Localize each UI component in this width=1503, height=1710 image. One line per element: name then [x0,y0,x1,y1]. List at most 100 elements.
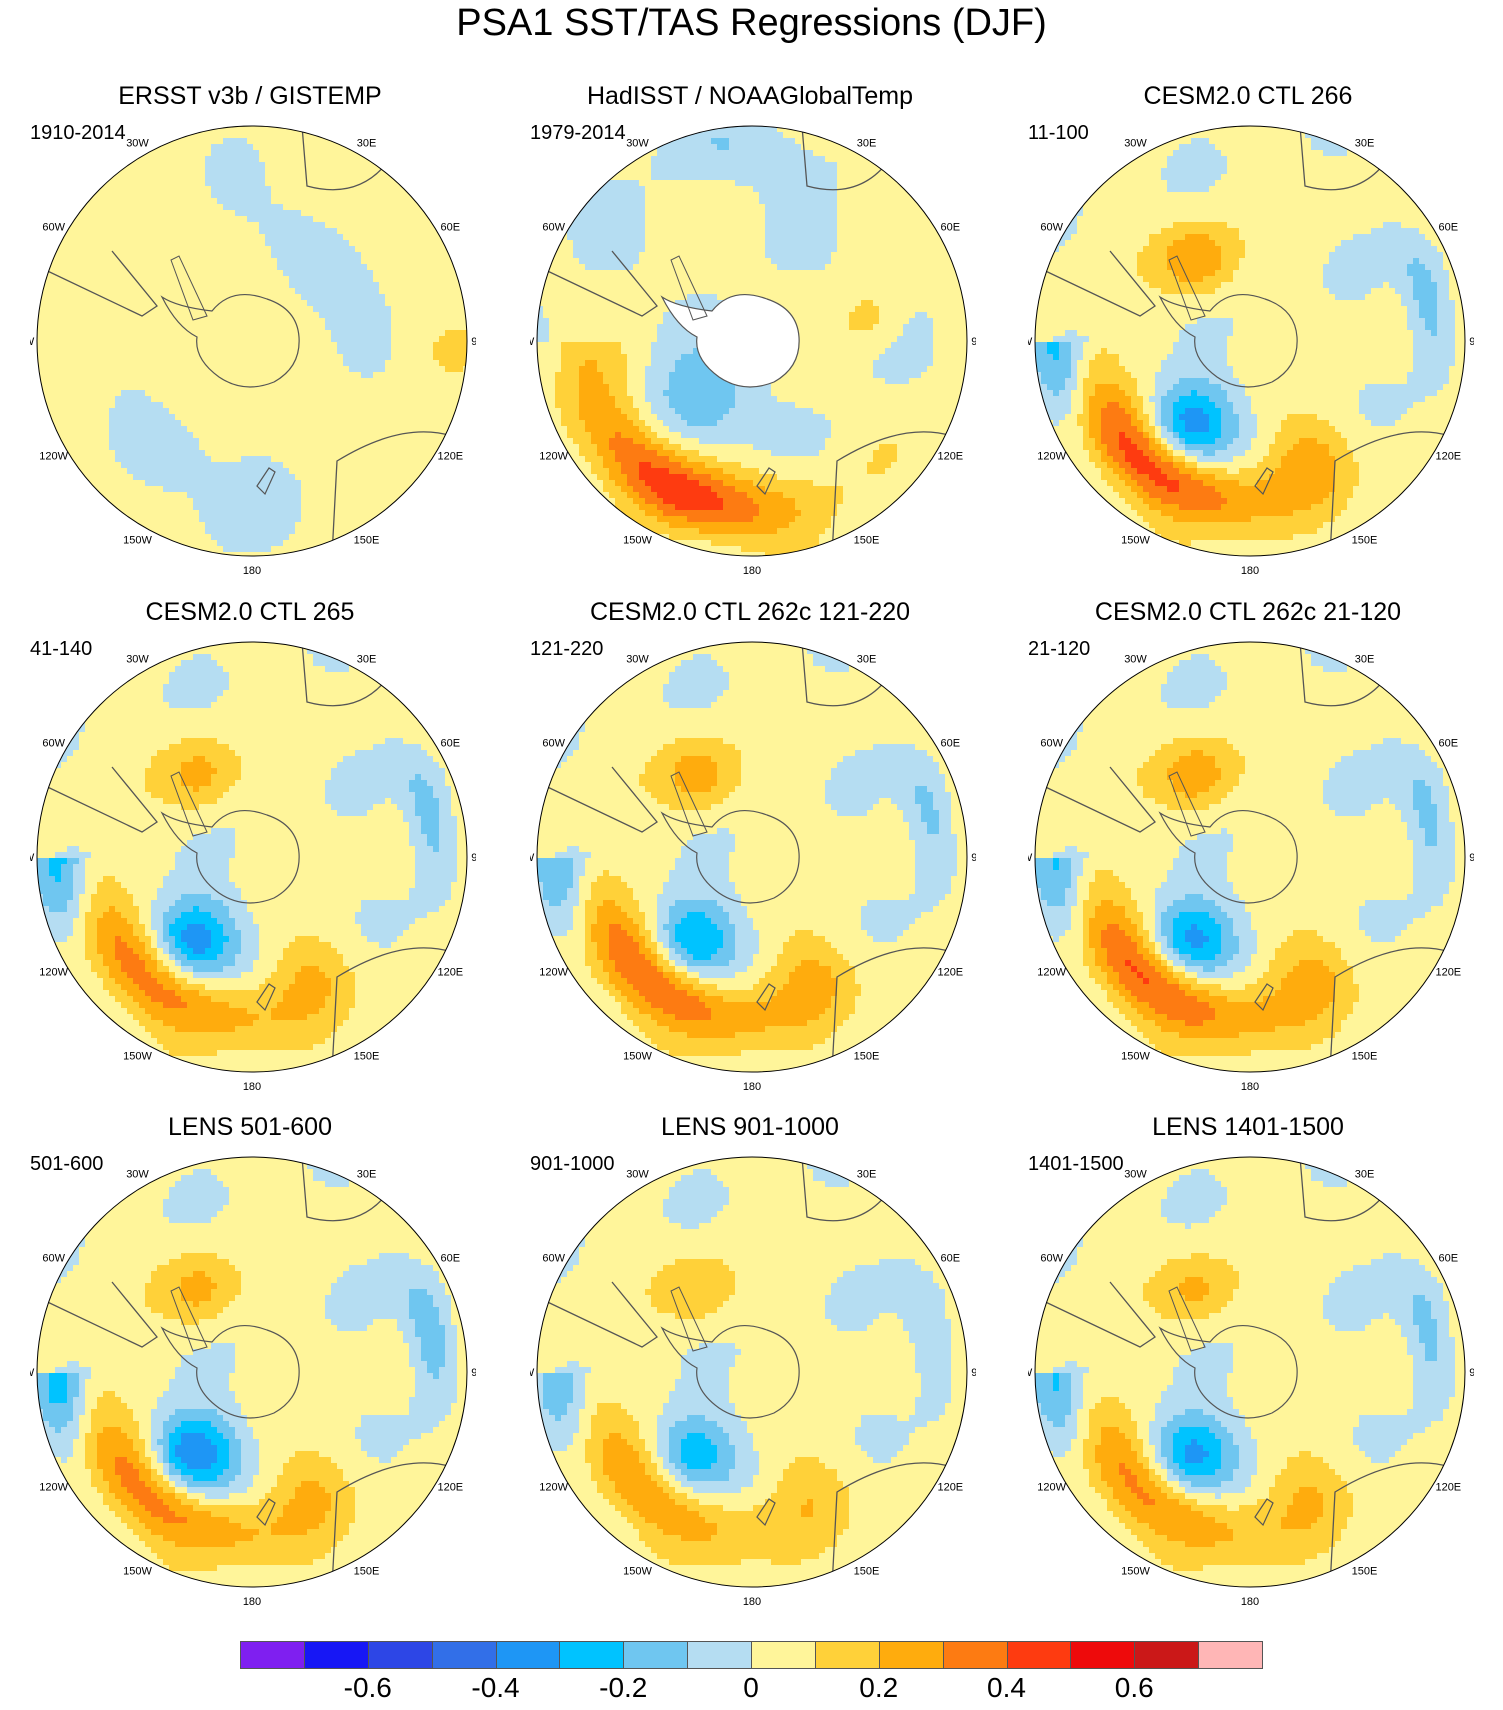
longitude-label: 0 [1247,118,1253,119]
south-america-coastline [1035,1281,1156,1348]
longitude-label: 150E [1352,1565,1378,1577]
longitude-label: 150W [123,1050,152,1062]
australia-coastline [831,431,953,556]
field-shading [37,126,467,556]
longitude-label: 150E [1352,534,1378,546]
longitude-label: 60W [1040,1253,1063,1265]
longitude-label: 120W [1037,967,1066,979]
map-panel: CESM2.0 CTL 262c 21-120 0 30E 60E 90E 120E 150… [1028,598,1474,1103]
longitude-label: 30W [126,138,149,150]
longitude-label: 60W [42,738,65,750]
panel-period: 901-1000 [530,1153,615,1176]
longitude-label: 90E [471,336,476,348]
map-panel: LENS 501-600 0 30E 60E 90E 120E 150E 180 150W 120… [30,1113,476,1618]
field-shading [37,642,467,1072]
map-border [36,1156,468,1588]
map-border [536,125,968,557]
longitude-label: 120W [539,451,568,463]
longitude-label: 90E [971,336,976,348]
longitude-label: 30W [1124,138,1147,150]
longitude-label: 180 [1241,1596,1259,1608]
longitude-label: 30W [626,1169,649,1181]
new-zealand-coastline [756,983,776,1012]
field-shading [37,1157,467,1587]
longitude-label: 30E [857,138,877,150]
peninsula-coastline [670,1286,708,1352]
longitude-label: 120E [437,967,463,979]
longitude-label: 120E [937,967,963,979]
longitude-label: 30E [357,138,377,150]
colorbar-box [367,1641,433,1669]
longitude-label: 60E [441,1253,461,1265]
longitude-label: 60E [941,222,961,234]
longitude-label: 180 [243,1081,261,1093]
map-border [536,1156,968,1588]
polar-map: 0 30E 60E 90E 120E 150E 180 150W 120W 90W 60W 30W [1028,118,1474,577]
longitude-label: 90W [530,336,535,348]
australia-coastline [331,947,453,1072]
antarctica-coastline [660,809,800,904]
peninsula-coastline [1168,1286,1206,1352]
colorbar-box [687,1641,752,1669]
south-america-coastline [537,1281,658,1348]
panel-period: 11-100 [1028,122,1089,145]
longitude-label: 90E [1469,336,1474,348]
longitude-label: 0 [249,1149,255,1150]
australia-coastline [1329,947,1451,1072]
longitude-label: 120E [437,1482,463,1494]
longitude-label: 30E [857,654,877,666]
new-zealand-coastline [256,1498,276,1527]
longitude-label: 60E [441,738,461,750]
longitude-label: 30W [1124,1169,1147,1181]
peninsula-coastline [670,771,708,837]
field-shading [537,642,967,1072]
panel-title: LENS 1401-1500 [1028,1113,1468,1142]
peninsula-coastline [170,1286,208,1352]
longitude-label: 150E [1352,1050,1378,1062]
longitude-label: 0 [249,118,255,119]
longitude-label: 60E [941,738,961,750]
south-america-coastline [537,250,658,317]
map-border [1034,125,1466,557]
longitude-label: 30E [1355,138,1375,150]
longitude-label: 90E [471,852,476,864]
panel-period: 501-600 [30,1153,103,1176]
south-america-coastline [37,1281,158,1348]
longitude-label: 90W [30,336,35,348]
longitude-label: 0 [749,634,755,635]
longitude-label: 150W [1121,1565,1150,1577]
colorbar-box [1070,1641,1136,1669]
new-zealand-coastline [1254,1498,1274,1527]
longitude-label: 30E [357,654,377,666]
panel-title: CESM2.0 CTL 262c 121-220 [530,598,970,627]
longitude-label: 60E [941,1253,961,1265]
map-panel: CESM2.0 CTL 266 0 30E 60E 90E 120E 150E 180 150W… [1028,82,1474,587]
panel-title: CESM2.0 CTL 262c 21-120 [1028,598,1468,627]
polar-map: 0 30E 60E 90E 120E 150E 180 150W 120W 90W 60W 30W [30,118,476,577]
longitude-label: 150E [354,1050,380,1062]
longitude-label: 90W [1028,1367,1033,1379]
longitude-label: 60W [42,222,65,234]
longitude-label: 150E [854,1565,880,1577]
colorbar-box [1134,1641,1200,1669]
longitude-label: 120W [39,451,68,463]
figure-title: PSA1 SST/TAS Regressions (DJF) [0,2,1503,45]
new-zealand-coastline [756,1498,776,1527]
colorbar-tick-label: -0.2 [599,1672,647,1704]
peninsula-coastline [1168,771,1206,837]
map-panel: ERSST v3b / GISTEMP 0 30E 60E 90E 120E 150E 180… [30,82,476,587]
panel-period: 1979-2014 [530,122,626,145]
longitude-label: 180 [1241,565,1259,577]
longitude-label: 180 [1241,1081,1259,1093]
longitude-label: 30W [1124,654,1147,666]
longitude-label: 120W [39,967,68,979]
longitude-label: 150E [854,1050,880,1062]
antarctica-coastline [1158,809,1298,904]
longitude-label: 30E [1355,1169,1375,1181]
longitude-label: 150W [623,1565,652,1577]
longitude-label: 90W [530,852,535,864]
longitude-label: 60W [1040,738,1063,750]
map-panel: CESM2.0 CTL 265 0 30E 60E 90E 120E 150E 180 150W… [30,598,476,1103]
colorbar-box [878,1641,944,1669]
panel-title: CESM2.0 CTL 265 [30,598,470,627]
